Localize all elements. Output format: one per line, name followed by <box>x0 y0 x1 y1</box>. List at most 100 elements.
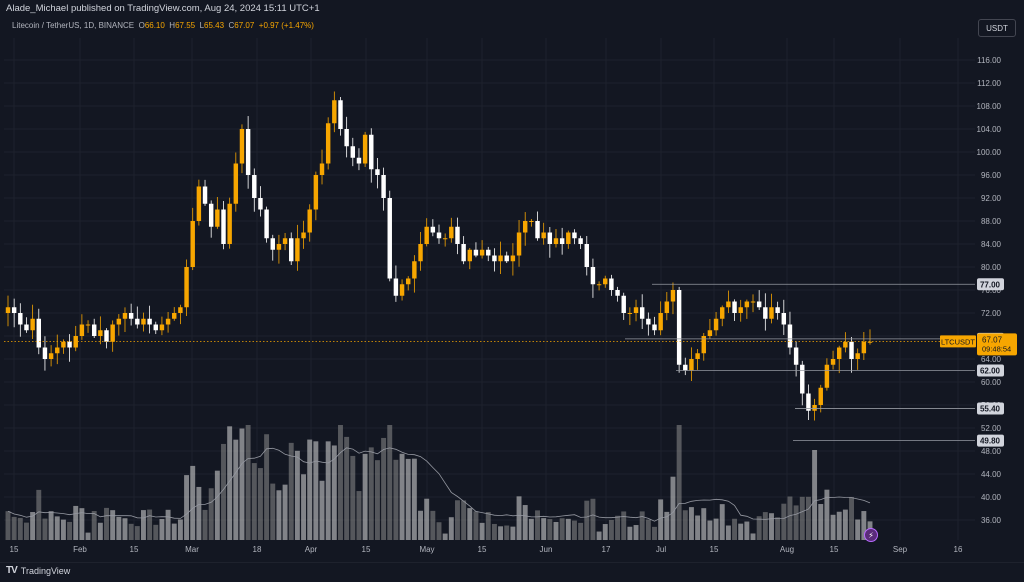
volume-bar <box>387 425 393 540</box>
candle-body <box>769 307 774 319</box>
candle-body <box>252 175 257 198</box>
volume-bar <box>830 514 836 540</box>
x-tick-label: 15 <box>830 545 839 554</box>
volume-bar <box>24 522 29 540</box>
candle-body <box>633 307 639 313</box>
currency-unit-button[interactable]: USDT <box>978 19 1016 37</box>
volume-bar <box>652 526 657 540</box>
candle-body <box>196 186 202 221</box>
candle-body <box>547 232 553 244</box>
volume-bar <box>590 498 596 540</box>
candle-body <box>319 163 325 175</box>
candle-body <box>744 301 750 308</box>
candle-body <box>350 146 356 158</box>
candle-body <box>867 341 873 343</box>
candle-body <box>104 330 109 342</box>
candle-body <box>849 341 854 359</box>
candle-body <box>689 359 694 371</box>
volume-bar <box>104 507 109 540</box>
volume-bar <box>331 445 337 540</box>
volume-bar <box>276 490 282 540</box>
volume-bar <box>658 499 664 540</box>
volume-bar <box>756 516 762 540</box>
ohlc-low: 65.43 <box>204 21 225 30</box>
volume-bar <box>251 463 257 540</box>
candle-body <box>473 249 479 256</box>
candle-body <box>793 347 799 365</box>
volume-bar <box>177 519 183 540</box>
volume-bar <box>356 491 362 540</box>
volume-bar <box>294 450 300 540</box>
volume-bar <box>165 509 171 540</box>
candle-body <box>178 307 183 313</box>
volume-bar <box>565 518 571 540</box>
tradingview-logo-icon: TV <box>6 565 18 576</box>
candle-body <box>202 186 208 204</box>
candle-body <box>5 307 11 313</box>
candle-body <box>67 341 72 348</box>
volume-bar <box>411 458 417 540</box>
volume-bar <box>430 510 436 540</box>
candle-body <box>227 203 232 244</box>
lightning-icon[interactable]: ⚡ <box>864 528 878 542</box>
level-tag-label: 62.00 <box>980 367 1001 376</box>
volume-bar <box>110 510 116 540</box>
volume-bar <box>134 526 140 540</box>
candle-body <box>676 290 682 365</box>
candle-body <box>516 232 522 256</box>
volume-bar <box>381 437 387 540</box>
candle-body <box>258 198 263 210</box>
candle-body <box>800 364 805 394</box>
candle-body <box>750 301 756 303</box>
volume-bar <box>849 497 854 540</box>
volume-bar <box>91 511 97 540</box>
candle-body <box>289 238 294 262</box>
y-tick-label: 48.00 <box>981 447 1002 456</box>
tradingview-brand[interactable]: TV TradingView <box>6 565 70 576</box>
volume-bar <box>171 523 177 540</box>
volume-bar <box>239 428 245 540</box>
volume-bar <box>615 515 621 540</box>
candle-body <box>479 249 485 256</box>
candle-body <box>806 393 811 411</box>
countdown-value: 09:48:54 <box>982 344 1011 353</box>
brand-name: TradingView <box>20 565 71 576</box>
x-tick-label: Jun <box>540 545 553 554</box>
volume-bar <box>48 511 54 540</box>
volume-bar <box>473 511 479 540</box>
candle-body <box>658 313 663 331</box>
volume-bar <box>855 519 861 540</box>
volume-bar <box>214 470 220 540</box>
x-tick-label: 15 <box>362 545 371 554</box>
candle-body <box>307 209 312 233</box>
volume-bar <box>36 489 42 540</box>
candle-body <box>707 330 713 336</box>
candle-body <box>270 238 275 250</box>
publisher-caption: Alade_Michael published on TradingView.c… <box>6 3 320 14</box>
candle-body <box>122 313 128 319</box>
volume-bar <box>701 508 707 540</box>
level-tag <box>977 434 1004 447</box>
volume-bar <box>190 465 196 540</box>
volume-bar <box>645 519 651 540</box>
candle-body <box>381 175 386 198</box>
candle-body <box>153 324 158 331</box>
y-tick-label: 96.00 <box>981 171 1002 180</box>
volume-bar <box>418 510 423 540</box>
volume-bar <box>485 512 491 540</box>
candle-body <box>639 307 645 319</box>
volume-bar <box>344 436 350 540</box>
y-tick-label: 108.00 <box>977 102 1002 111</box>
candle-body <box>79 324 85 336</box>
candle-body <box>461 244 466 262</box>
candle-body <box>393 278 399 296</box>
candle-body <box>344 129 349 147</box>
x-tick-label: 17 <box>602 545 611 554</box>
volume-bar <box>602 524 608 540</box>
ohlc-open-label: O <box>138 21 145 30</box>
candle-body <box>522 221 528 233</box>
x-tick-label: Mar <box>185 545 199 554</box>
x-tick-label: Jul <box>656 545 666 554</box>
candle-body <box>818 387 823 405</box>
